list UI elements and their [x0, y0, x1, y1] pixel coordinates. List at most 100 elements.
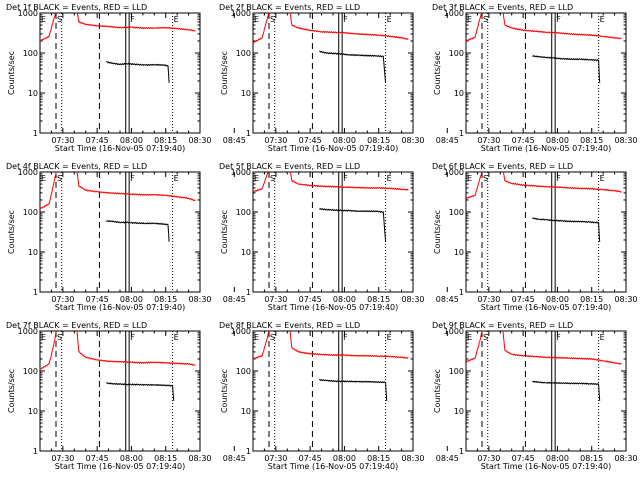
x-tick-label: 08:45: [223, 454, 246, 463]
y-tick-label: 10: [241, 407, 251, 416]
y-tick-label: 1000: [444, 9, 464, 18]
x-tick-label: 08:30: [188, 295, 211, 304]
chart-title: Det 7f BLACK = Events, RED = LLD: [6, 321, 147, 330]
marker-label: E: [600, 174, 605, 183]
marker-label: F: [343, 174, 348, 183]
y-tick-label: 10: [241, 89, 251, 98]
x-tick-label: 08:30: [401, 295, 424, 304]
marker-label: E: [387, 15, 392, 24]
y-tick-label: 1: [246, 288, 251, 297]
y-tick-label: 100: [449, 208, 464, 217]
marker-label: E: [387, 333, 392, 342]
y-tick-label: 1000: [18, 168, 38, 177]
x-tick-label: 08:00: [546, 295, 569, 304]
plot-frame: [252, 12, 414, 134]
y-tick-label: 1000: [231, 168, 251, 177]
x-axis-label: Start Time (16-Nov-05 07:19:40): [55, 144, 185, 153]
chart-panel: Det 2f BLACK = Events, RED = LLD 1 10 100 10…: [219, 3, 459, 153]
x-tick-label: 08:45: [436, 295, 459, 304]
plot-area: [253, 172, 409, 292]
x-tick-label: 08:30: [614, 136, 637, 145]
x-tick-label: 08:15: [580, 454, 603, 463]
x-tick-label: 07:30: [51, 454, 74, 463]
y-axis-label: Counts/sec: [220, 369, 229, 413]
x-tick-label: 08:00: [546, 454, 569, 463]
x-tick-label: 08:15: [367, 454, 390, 463]
y-tick-label: 1: [459, 288, 464, 297]
x-tick-label: 07:45: [512, 295, 535, 304]
series-line: [106, 60, 170, 83]
plot-area: [466, 172, 622, 292]
y-axis-label: Counts/sec: [220, 210, 229, 254]
y-tick-label: 1: [33, 447, 38, 456]
x-axis-label: Start Time (16-Nov-05 07:19:40): [481, 303, 611, 312]
y-tick-label: 100: [449, 49, 464, 58]
plot-area: [253, 13, 409, 133]
marker-label: E: [174, 333, 179, 342]
chart-panel: Det 1f BLACK = Events, RED = LLD 1 10 100 10…: [6, 3, 246, 153]
x-tick-label: 08:00: [333, 295, 356, 304]
series-line: [253, 331, 409, 360]
x-tick-label: 08:30: [614, 454, 637, 463]
x-tick-label: 08:00: [120, 454, 143, 463]
y-tick-label: 1000: [231, 327, 251, 336]
marker-label: E: [387, 174, 392, 183]
x-tick-label: 08:00: [333, 136, 356, 145]
x-axis-label: Start Time (16-Nov-05 07:19:40): [268, 144, 398, 153]
x-tick-label: 08:15: [154, 454, 177, 463]
chart-title: Det 2f BLACK = Events, RED = LLD: [219, 3, 360, 12]
y-tick-label: 10: [454, 407, 464, 416]
x-tick-label: 07:45: [86, 454, 109, 463]
x-tick-label: 07:30: [477, 136, 500, 145]
x-axis-label: Start Time (16-Nov-05 07:19:40): [481, 462, 611, 471]
series-line: [40, 331, 196, 370]
x-tick-label: 07:45: [512, 136, 535, 145]
x-tick-label: 08:00: [120, 295, 143, 304]
y-axis-label: Counts/sec: [220, 51, 229, 95]
marker-label: S: [270, 15, 275, 24]
y-tick-label: 100: [236, 367, 251, 376]
chart-title: Det 3f BLACK = Events, RED = LLD: [432, 3, 573, 12]
marker-label: E: [254, 333, 259, 342]
series-line: [106, 382, 175, 401]
y-tick-label: 1: [33, 288, 38, 297]
plot-frame: [39, 171, 201, 293]
marker-label: S: [483, 15, 488, 24]
series-line: [253, 13, 409, 44]
marker-label: F: [130, 333, 135, 342]
x-tick-label: 07:45: [299, 454, 322, 463]
x-tick-label: 08:30: [401, 136, 424, 145]
series-line: [466, 172, 622, 199]
y-tick-label: 1: [459, 129, 464, 138]
series-line: [40, 172, 196, 210]
x-axis-label: Start Time (16-Nov-05 07:19:40): [55, 303, 185, 312]
chart-panel: Det 8f BLACK = Events, RED = LLD 1 10 100 10…: [219, 321, 459, 471]
plot-area: [40, 13, 196, 133]
series-line: [466, 331, 622, 365]
x-tick-label: 08:15: [367, 136, 390, 145]
y-axis-label: Counts/sec: [433, 210, 442, 254]
x-tick-label: 07:45: [512, 454, 535, 463]
marker-label: E: [467, 174, 472, 183]
x-axis-label: Start Time (16-Nov-05 07:19:40): [481, 144, 611, 153]
series-line: [532, 217, 601, 242]
x-tick-label: 08:45: [223, 295, 246, 304]
plot-area: [466, 331, 622, 451]
marker-label: F: [343, 333, 348, 342]
y-tick-label: 1000: [231, 9, 251, 18]
chart-title: Det 5f BLACK = Events, RED = LLD: [219, 162, 360, 171]
chart-title: Det 9f BLACK = Events, RED = LLD: [432, 321, 573, 330]
series-line: [253, 172, 409, 193]
y-tick-label: 1: [459, 447, 464, 456]
marker-label: E: [174, 174, 179, 183]
marker-label: E: [174, 15, 179, 24]
plot-frame: [465, 12, 627, 134]
marker-label: E: [254, 15, 259, 24]
plot-frame: [465, 171, 627, 293]
plot-area: [253, 331, 409, 451]
y-tick-label: 1000: [444, 168, 464, 177]
x-tick-label: 08:30: [188, 454, 211, 463]
y-axis-label: Counts/sec: [433, 51, 442, 95]
x-tick-label: 08:45: [436, 454, 459, 463]
x-tick-label: 08:00: [546, 136, 569, 145]
